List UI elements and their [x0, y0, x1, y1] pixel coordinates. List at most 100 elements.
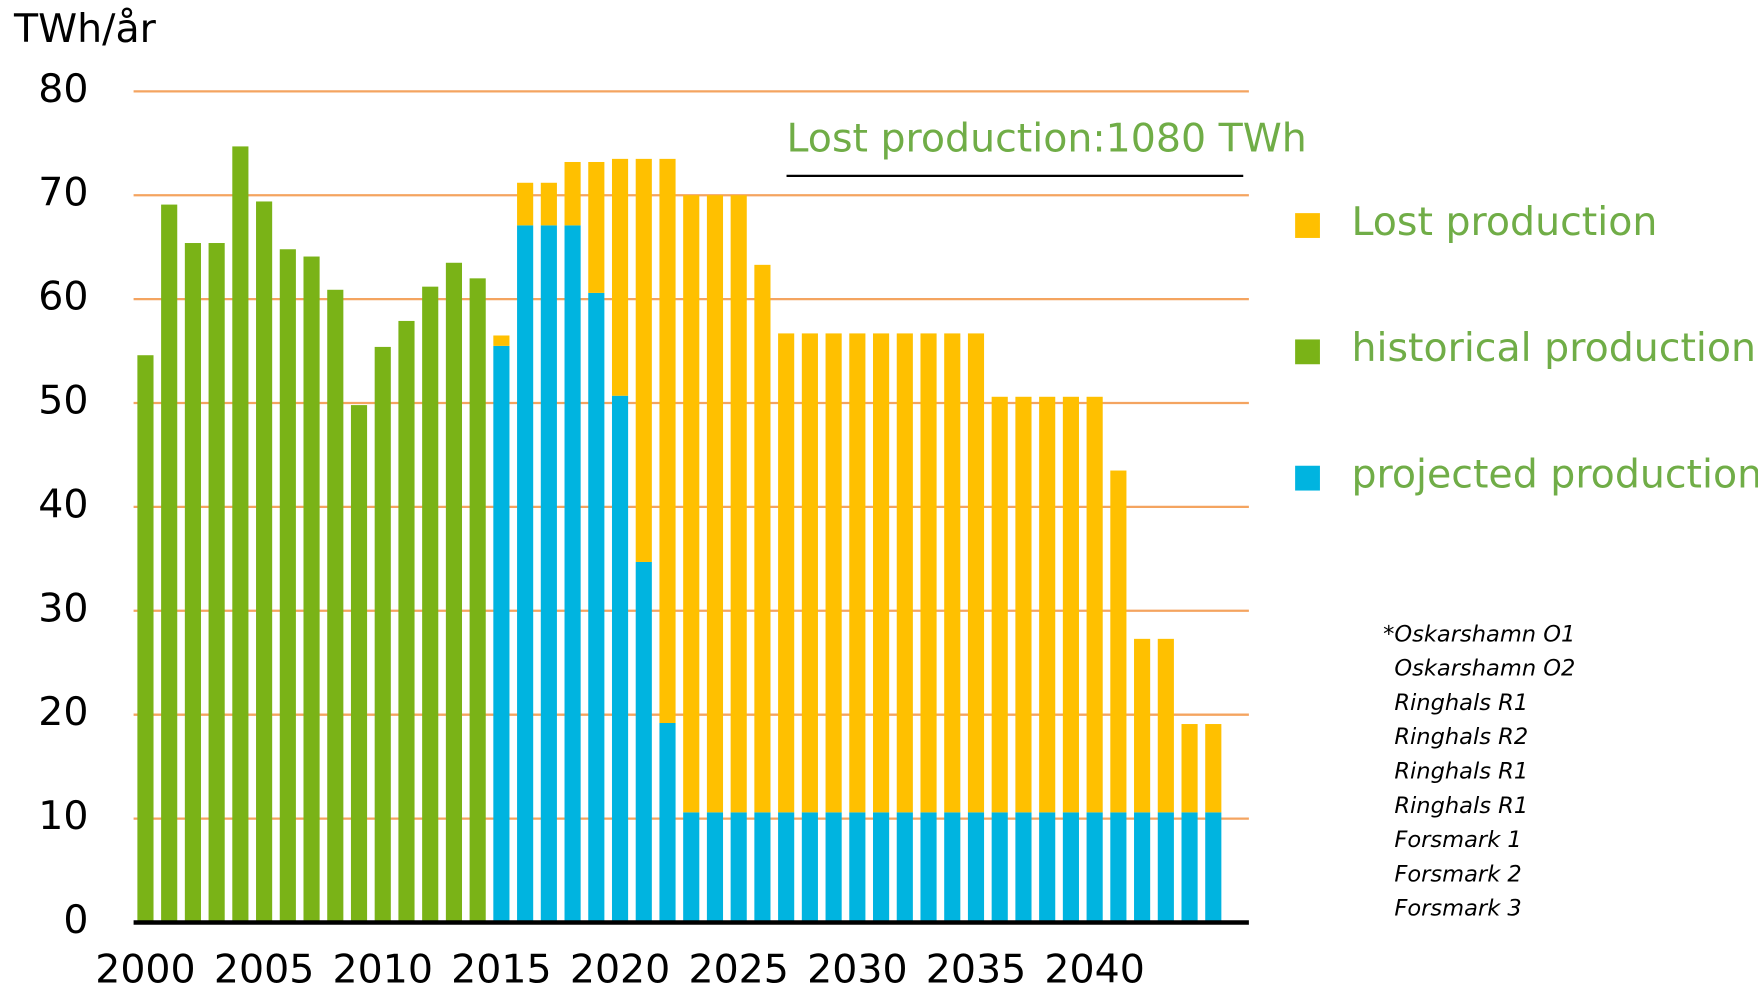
bar [659, 158, 676, 723]
bar [398, 320, 415, 923]
legend-swatch [1295, 465, 1320, 491]
bar [588, 292, 605, 923]
bar [1134, 638, 1151, 813]
bar [754, 812, 771, 923]
bar [564, 161, 581, 226]
bar [1134, 812, 1151, 923]
bar [920, 333, 937, 813]
y-axis-label: TWh/år [13, 6, 157, 52]
bar [683, 195, 700, 813]
bar [825, 812, 842, 923]
bar [422, 286, 439, 923]
legend-swatch [1295, 213, 1320, 238]
bar [1086, 812, 1103, 923]
note: *Oskarshamn O1 [1383, 621, 1575, 647]
bar [896, 333, 913, 813]
x-tick-label: 2025 [688, 947, 788, 989]
bar [778, 812, 795, 923]
legend-label: projected production [1352, 452, 1758, 498]
y-tick-label: 40 [38, 481, 88, 527]
x-tick-label: 2005 [214, 947, 314, 989]
x-tick-label: 2010 [333, 947, 433, 989]
bar [1110, 470, 1127, 813]
bar [683, 812, 700, 923]
legend-swatch [1295, 339, 1320, 365]
x-tick-label: 2040 [1044, 947, 1144, 989]
bar [611, 158, 629, 396]
x-tick-label: 2030 [807, 947, 907, 989]
bar [801, 333, 818, 813]
bar [873, 812, 890, 923]
bar [991, 396, 1008, 813]
note: Ringhals R2 [1394, 724, 1528, 750]
bar [208, 243, 225, 923]
note: Ringhals R1 [1394, 690, 1528, 716]
bar [1157, 638, 1174, 813]
bar [706, 812, 724, 923]
bar [801, 812, 818, 923]
bar [611, 395, 629, 923]
y-tick-label: 0 [63, 897, 88, 943]
bar [944, 812, 961, 923]
note: Forsmark 2 [1394, 861, 1521, 887]
y-tick-label: 50 [38, 378, 88, 424]
bar [635, 158, 652, 562]
bar [493, 335, 510, 346]
bar [991, 812, 1008, 923]
bar [540, 182, 557, 226]
bar [1205, 724, 1222, 813]
bar [517, 225, 534, 923]
bar [493, 345, 510, 923]
bar [778, 333, 795, 813]
bar [184, 243, 201, 923]
bar [1181, 724, 1198, 813]
x-tick-label: 2035 [926, 947, 1026, 989]
bar [256, 201, 273, 923]
y-tick-label: 10 [38, 793, 88, 839]
note: Forsmark 1 [1394, 827, 1521, 853]
bar [1062, 812, 1079, 923]
bar [564, 225, 581, 923]
bar [967, 812, 985, 923]
bar [873, 333, 890, 813]
bar [517, 182, 534, 226]
bar [1086, 396, 1103, 813]
legend-label: Lost production [1352, 199, 1658, 245]
bar [1015, 396, 1032, 813]
y-tick-label: 70 [38, 170, 88, 216]
bar [825, 333, 842, 813]
bar [1205, 812, 1222, 923]
y-tick-label: 80 [38, 66, 88, 112]
y-tick-label: 20 [38, 689, 88, 735]
bar [445, 262, 463, 923]
bar [659, 722, 676, 923]
bar [232, 146, 249, 923]
note: Ringhals R1 [1394, 759, 1528, 785]
note: Oskarshamn O2 [1394, 656, 1575, 682]
bar [374, 346, 391, 923]
bar [1039, 812, 1056, 923]
bar [706, 195, 724, 813]
bar [754, 264, 771, 813]
bar [279, 249, 296, 923]
x-tick-label: 2020 [570, 947, 670, 989]
bar [1062, 396, 1079, 813]
y-tick-label: 60 [38, 274, 88, 320]
bar [1181, 812, 1198, 923]
bar [635, 561, 652, 923]
bar [469, 278, 486, 923]
y-tick-label: 30 [38, 585, 88, 631]
bar [1039, 396, 1056, 813]
bar [540, 225, 557, 923]
legend-label: historical production [1352, 325, 1757, 371]
bar [730, 195, 747, 813]
bar [730, 812, 747, 923]
bar [1015, 812, 1032, 923]
bar [944, 333, 961, 813]
note: Ringhals R1 [1394, 793, 1528, 819]
bar [1157, 812, 1174, 923]
bar [588, 161, 605, 293]
bar [350, 405, 368, 923]
x-tick-label: 2000 [95, 947, 195, 989]
